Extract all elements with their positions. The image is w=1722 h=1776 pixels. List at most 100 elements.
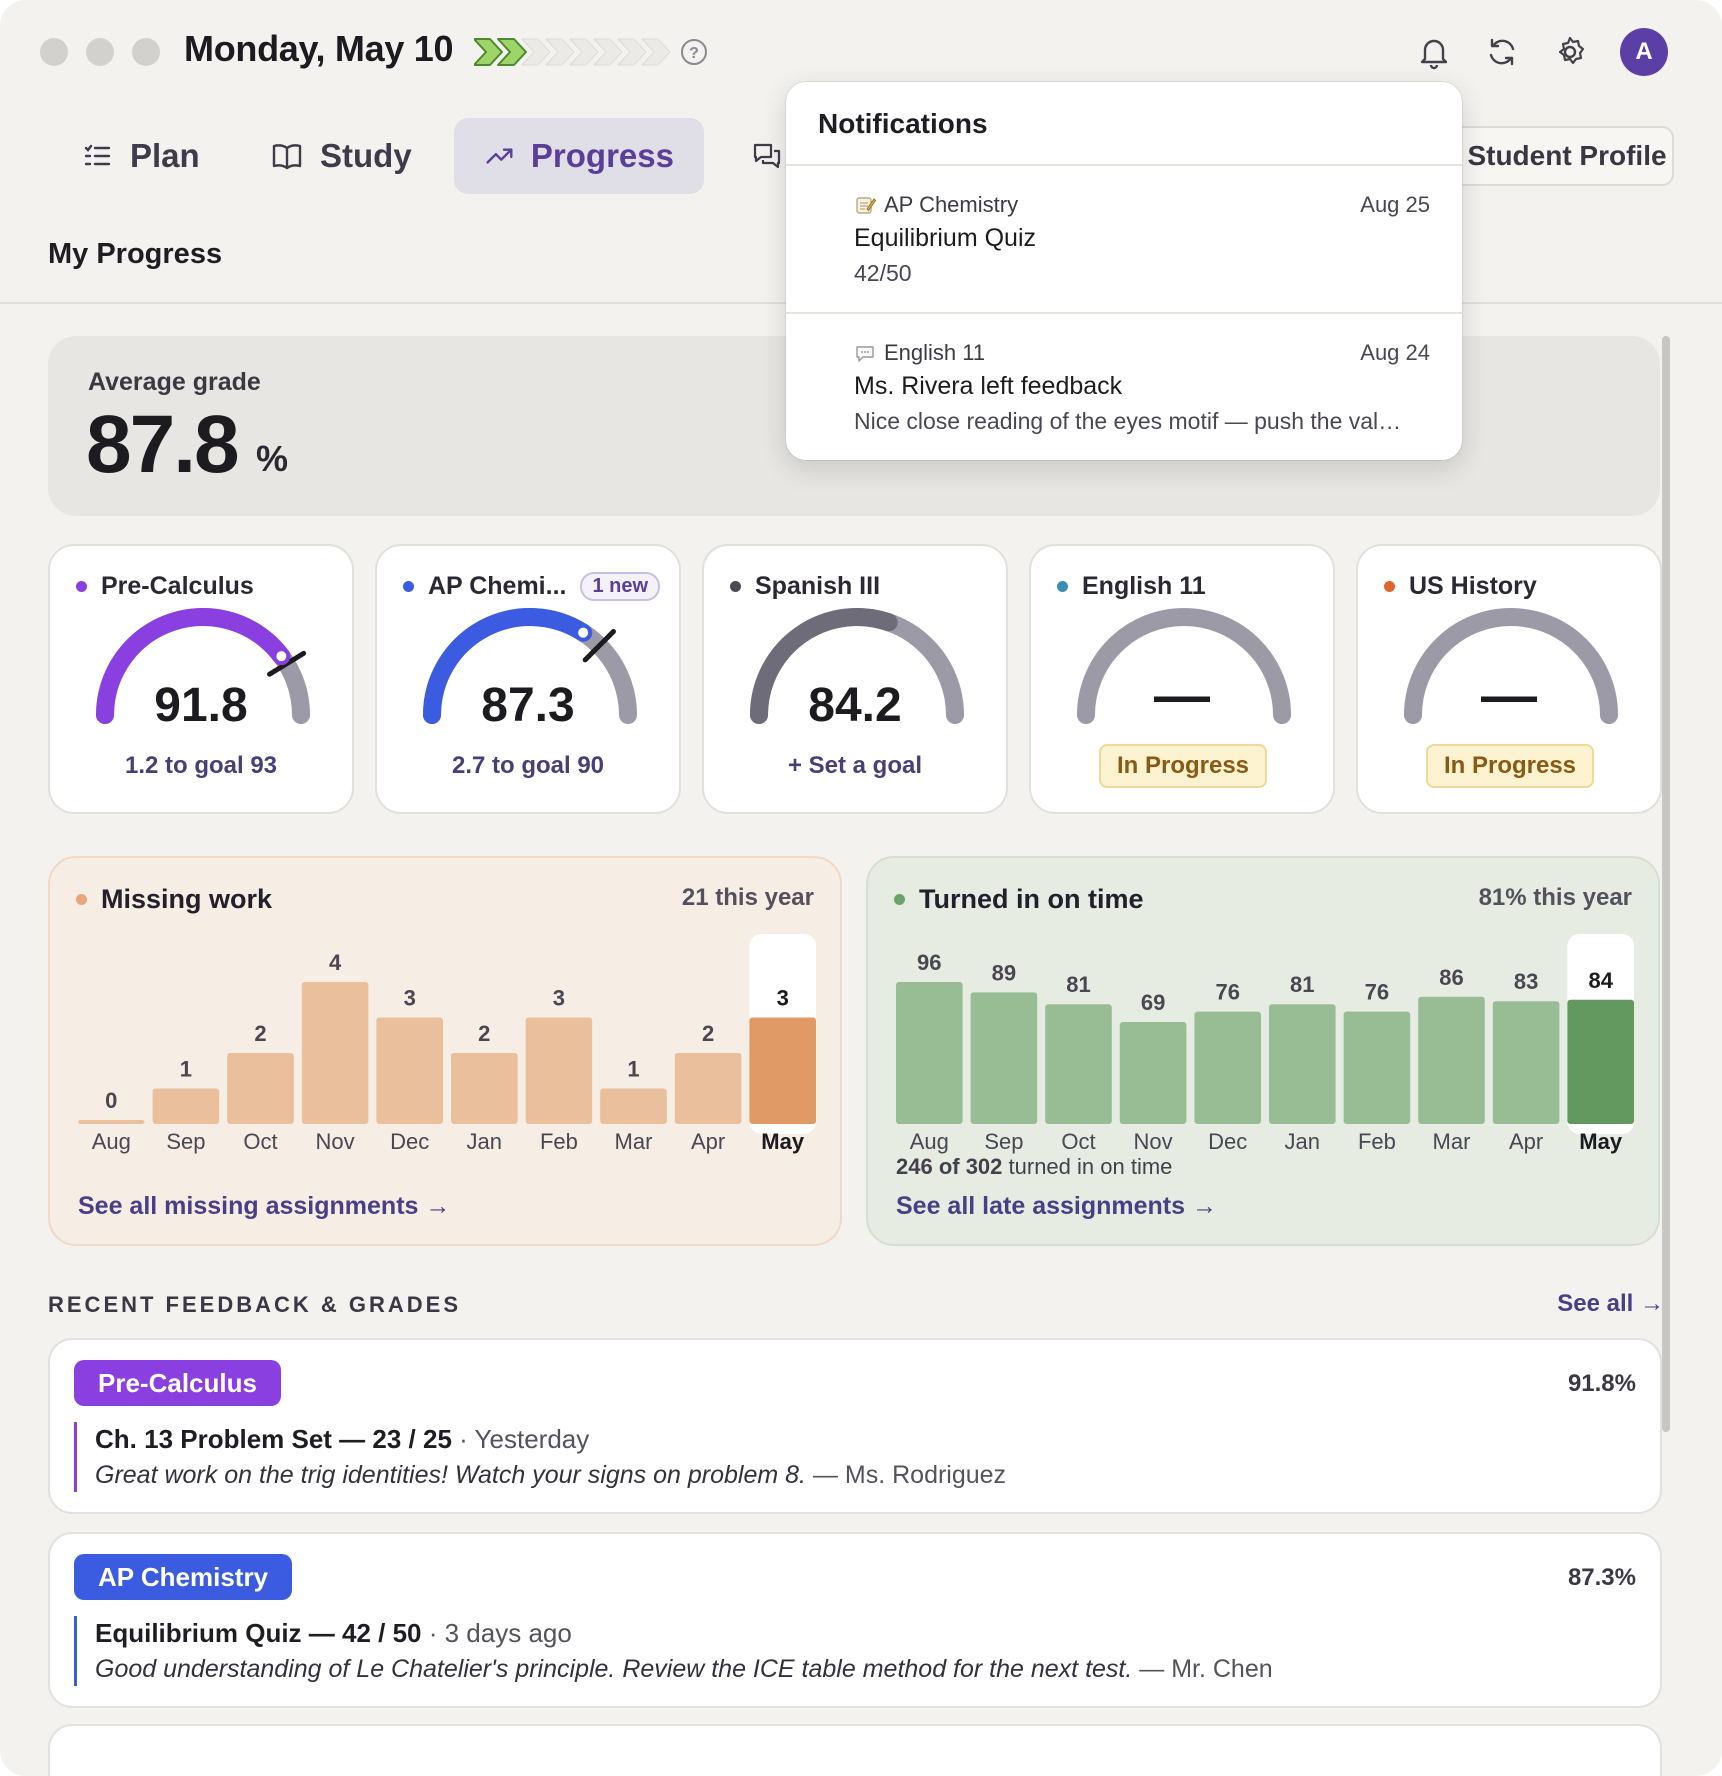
turned-in-note-text: turned in on time bbox=[1002, 1154, 1173, 1179]
tab-messages[interactable] bbox=[720, 118, 814, 194]
missing-work-card: Missing work 21 this year 0 Aug 1 Sep 2 Oct 4 N… bbox=[48, 856, 842, 1246]
notification-item[interactable]: English 11 Aug 24 Ms. Rivera left feedba… bbox=[786, 314, 1462, 460]
turned-in-note: 246 of 302 turned in on time bbox=[896, 1154, 1172, 1180]
average-grade-unit: % bbox=[256, 438, 289, 479]
see-all-late-link[interactable]: See all late assignments → bbox=[896, 1192, 1217, 1220]
month-tick-label: Sep bbox=[984, 1129, 1023, 1154]
grade-gauge bbox=[1404, 608, 1618, 724]
divider bbox=[786, 164, 1462, 166]
missing-work-summary: 21 this year bbox=[681, 884, 814, 911]
tab-plan[interactable]: Plan bbox=[50, 118, 230, 194]
notification-source: AP Chemistry bbox=[884, 192, 1019, 217]
course-grade: 87.3 bbox=[481, 679, 575, 732]
streak-day-complete bbox=[497, 38, 527, 66]
chart-bar bbox=[1418, 996, 1485, 1124]
notification-detail: Nice close reading of the eyes motif — p… bbox=[854, 408, 1402, 434]
notification-date: Aug 25 bbox=[1360, 192, 1430, 217]
bar-value-label: 3 bbox=[777, 986, 789, 1011]
bar-value-label: 2 bbox=[254, 1021, 266, 1046]
bar-value-label: 3 bbox=[404, 986, 416, 1011]
tab-study[interactable]: Study bbox=[240, 118, 442, 194]
goal-marker bbox=[582, 629, 616, 663]
gauge-track bbox=[1077, 608, 1291, 724]
student-profile-button[interactable]: Student Profile bbox=[1430, 126, 1674, 186]
average-grade-label: Average grade bbox=[88, 368, 261, 396]
see-all-missing-link[interactable]: See all missing assignments → bbox=[78, 1192, 451, 1220]
feedback-card[interactable]: Pre-Calculus 91.8% Ch. 13 Problem Set — … bbox=[48, 1338, 1662, 1514]
missing-work-chart: 0 Aug 1 Sep 2 Oct 4 Nov 3 Dec 2 Jan 3 Feb 1 Mar 2 Apr 3 May bbox=[78, 934, 816, 1154]
course-badge[interactable]: Pre-Calculus bbox=[74, 1360, 281, 1406]
month-tick-label: Sep bbox=[166, 1129, 205, 1154]
feedback-card[interactable] bbox=[48, 1724, 1662, 1776]
help-icon[interactable]: ? bbox=[680, 38, 708, 66]
course-card-english-11[interactable]: English 11 — In Progress bbox=[1029, 544, 1335, 814]
refresh-icon[interactable] bbox=[1482, 32, 1522, 72]
chart-bar bbox=[1119, 1021, 1187, 1124]
scrollbar[interactable] bbox=[1662, 336, 1670, 1432]
turned-in-title: Turned in on time bbox=[919, 884, 1144, 914]
course-color-dot bbox=[730, 581, 741, 592]
course-card-ap-chemistry[interactable]: AP Chemi... 1 new 87.3 2.7 to goal 90 bbox=[375, 544, 681, 814]
bar-value-label: 2 bbox=[478, 1021, 490, 1046]
course-card-us-history[interactable]: US History — In Progress bbox=[1356, 544, 1662, 814]
set-goal-link[interactable]: + Set a goal bbox=[787, 752, 923, 779]
bar-value-label: 89 bbox=[992, 960, 1016, 985]
course-name: US History bbox=[1409, 572, 1537, 600]
course-color-dot bbox=[1384, 581, 1395, 592]
bar-value-label: 83 bbox=[1514, 969, 1538, 994]
teacher-name: — Mr. Chen bbox=[1132, 1655, 1273, 1683]
notification-source: English 11 bbox=[884, 340, 986, 365]
current-grade-marker bbox=[574, 623, 593, 642]
course-color-dot bbox=[76, 581, 87, 592]
goal-progress: 2.7 to goal 90 bbox=[451, 752, 605, 779]
streak-day-pending bbox=[593, 38, 623, 66]
bar-value-label: 3 bbox=[553, 986, 565, 1011]
svg-text:?: ? bbox=[689, 45, 699, 62]
status-badge: In Progress bbox=[1099, 744, 1267, 788]
chart-bar bbox=[1269, 1004, 1336, 1124]
tab-progress[interactable]: Progress bbox=[454, 118, 704, 194]
zoom-window-button[interactable] bbox=[132, 38, 160, 66]
gauge-fill bbox=[423, 608, 593, 724]
chart-bar bbox=[1567, 999, 1634, 1124]
close-window-button[interactable] bbox=[40, 38, 68, 66]
bar-value-label: 86 bbox=[1439, 965, 1463, 990]
missing-work-dot bbox=[76, 894, 87, 905]
course-badge[interactable]: AP Chemistry bbox=[74, 1554, 293, 1600]
chart-bar bbox=[674, 1053, 742, 1124]
tab-label: Plan bbox=[130, 137, 200, 174]
month-tick-label: May bbox=[761, 1129, 805, 1154]
notifications-popover: Notifications AP Chemistry Aug 25 Equili… bbox=[786, 82, 1462, 460]
notification-item[interactable]: AP Chemistry Aug 25 Equilibrium Quiz 42/… bbox=[786, 166, 1462, 312]
month-tick-label: Dec bbox=[390, 1129, 429, 1154]
gear-icon[interactable] bbox=[1550, 32, 1590, 72]
chart-bar bbox=[152, 1088, 220, 1124]
chart-bar bbox=[1194, 1011, 1261, 1124]
turned-in-summary: 81% this year bbox=[1478, 884, 1632, 911]
teacher-name: — Ms. Rodriguez bbox=[806, 1461, 1007, 1489]
course-card-pre-calculus[interactable]: Pre-Calculus 91.8 1.2 to goal 93 bbox=[48, 544, 354, 814]
turned-in-count: 246 of 302 bbox=[896, 1154, 1003, 1179]
course-name: English 11 bbox=[1082, 572, 1206, 600]
course-card-spanish-iii[interactable]: Spanish III 84.2 + Set a goal bbox=[702, 544, 1008, 814]
avatar[interactable]: A bbox=[1620, 28, 1668, 76]
month-tick-label: Oct bbox=[1061, 1129, 1095, 1154]
new-badge: 1 new bbox=[580, 572, 661, 601]
streak-day-pending bbox=[569, 38, 599, 66]
memo-icon bbox=[856, 197, 876, 214]
month-tick-label: Jan bbox=[467, 1129, 502, 1154]
bar-value-label: 4 bbox=[329, 950, 342, 975]
speech-bubble-icon bbox=[856, 346, 874, 362]
grade-gauge bbox=[1077, 608, 1291, 724]
divider bbox=[786, 312, 1462, 314]
course-grade: 84.2 bbox=[808, 679, 902, 732]
see-all-feedback-link[interactable]: See all → bbox=[1557, 1290, 1664, 1317]
month-tick-label: Mar bbox=[615, 1129, 653, 1154]
gauge-fill bbox=[96, 608, 291, 724]
minimize-window-button[interactable] bbox=[86, 38, 114, 66]
feedback-card[interactable]: AP Chemistry 87.3% Equilibrium Quiz — 42… bbox=[48, 1532, 1662, 1708]
current-date: Monday, May 10 bbox=[184, 28, 454, 69]
chart-bar bbox=[1045, 1004, 1112, 1124]
turned-in-card: Turned in on time 81% this year 96 Aug 89 S… bbox=[866, 856, 1660, 1246]
bell-icon[interactable] bbox=[1414, 32, 1454, 72]
